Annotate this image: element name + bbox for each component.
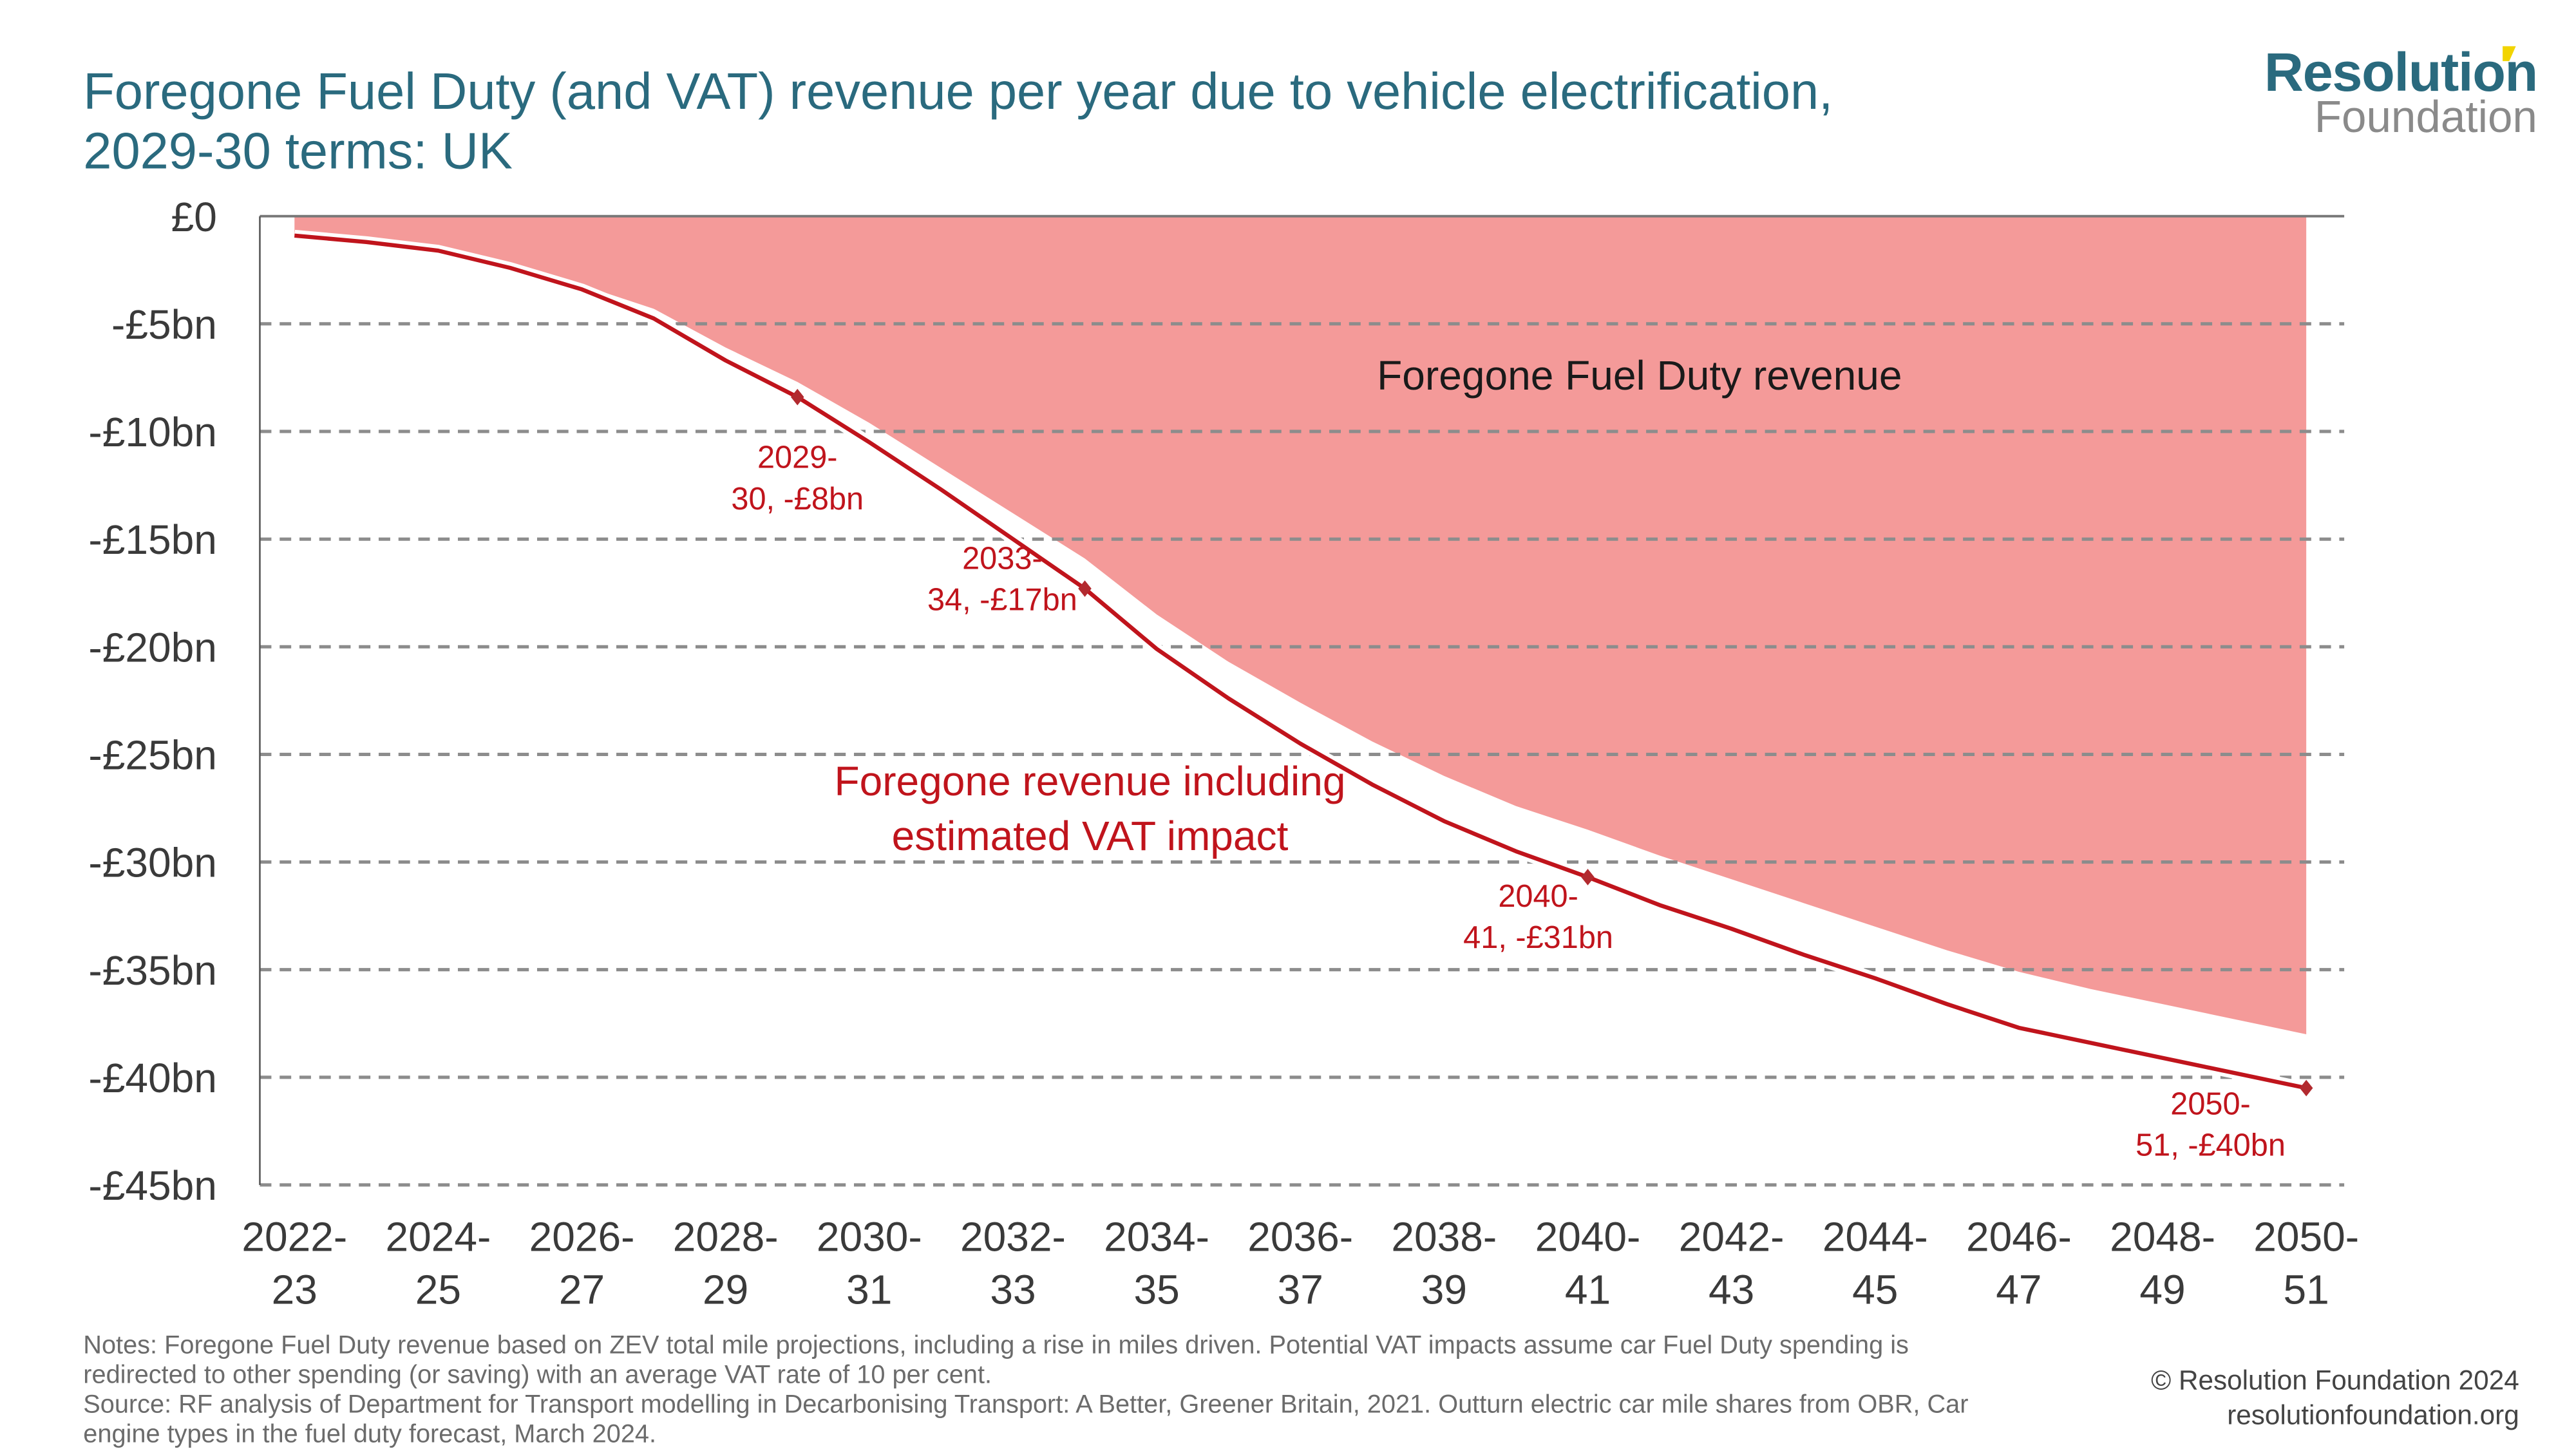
data-point-marker (2299, 1079, 2313, 1097)
x-tick-label: 2050- (2253, 1213, 2359, 1260)
series-label-incl-vat: Foregone revenue including (834, 758, 1345, 804)
line-foregone-revenue-incl-vat (294, 233, 2307, 1090)
website-link[interactable]: resolutionfoundation.org (2227, 1400, 2519, 1430)
x-tick-label: 39 (1421, 1266, 1467, 1312)
x-tick-label: 2044- (1823, 1213, 1928, 1260)
x-tick-label: 31 (846, 1266, 892, 1312)
data-label: 2050- (2170, 1087, 2251, 1122)
resolution-foundation-logo: Resolution Foundation (2264, 41, 2538, 142)
x-tick-label: 2036- (1247, 1213, 1353, 1260)
source-line-2: engine types in the fuel duty forecast, … (83, 1420, 656, 1448)
x-tick-label: 25 (415, 1266, 461, 1312)
x-tick-label: 2030- (817, 1213, 922, 1260)
x-tick-label: 2040- (1535, 1213, 1641, 1260)
x-tick-label: 35 (1133, 1266, 1179, 1312)
series-label-incl-vat: estimated VAT impact (892, 813, 1289, 859)
x-tick-label: 47 (1996, 1266, 2041, 1312)
x-tick-label: 2038- (1391, 1213, 1497, 1260)
y-tick-label: -£45bn (88, 1162, 216, 1209)
y-tick-label: -£25bn (88, 732, 216, 778)
plot-area: £0 -£5bn -£10bn -£15bn -£20bn -£25bn -£30bn -£3… (88, 194, 2359, 1313)
x-tick-label: 45 (1852, 1266, 1898, 1312)
x-tick-label: 43 (1709, 1266, 1754, 1312)
y-tick-label: -£20bn (88, 624, 216, 670)
x-tick-label: 2048- (2110, 1213, 2215, 1260)
x-tick-label: 2034- (1104, 1213, 1209, 1260)
x-tick-label: 2026- (529, 1213, 635, 1260)
x-tick-label: 2042- (1679, 1213, 1785, 1260)
logo-word-resolution: Resolution (2264, 41, 2537, 102)
x-tick-label: 2046- (1966, 1213, 2072, 1260)
data-label: 51, -£40bn (2136, 1128, 2286, 1163)
data-label: 2040- (1498, 879, 1578, 914)
source-line-1: Source: RF analysis of Department for Tr… (83, 1390, 1968, 1419)
y-tick-label: -£40bn (88, 1055, 216, 1101)
notes: Notes: Foregone Fuel Duty revenue based … (83, 1331, 1968, 1448)
area-foregone-fuel-duty (294, 216, 2307, 1034)
x-tick-label: 2032- (960, 1213, 1066, 1260)
y-tick-label: -£35bn (88, 947, 216, 994)
logo-accent-mark (2503, 46, 2516, 61)
y-tick-label: -£30bn (88, 840, 216, 886)
series-label-fuel-duty: Foregone Fuel Duty revenue (1377, 352, 1902, 399)
x-tick-label: 27 (559, 1266, 605, 1312)
y-tick-label: -£10bn (88, 409, 216, 455)
y-tick-label: -£15bn (88, 516, 216, 563)
x-tick-label: 51 (2284, 1266, 2329, 1312)
x-tick-label: 33 (990, 1266, 1036, 1312)
x-tick-label: 23 (272, 1266, 317, 1312)
note-line-2: redirected to other spending (or saving)… (83, 1360, 992, 1388)
chart-title-line-1: Foregone Fuel Duty (and VAT) revenue per… (83, 62, 1833, 120)
y-tick-label: -£5bn (111, 301, 217, 348)
data-label: 41, -£31bn (1463, 920, 1613, 955)
data-label: 2033- (962, 541, 1043, 576)
data-label: 2029- (757, 440, 838, 475)
note-line-1: Notes: Foregone Fuel Duty revenue based … (83, 1331, 1909, 1359)
x-tick-label: 37 (1278, 1266, 1323, 1312)
data-label: 30, -£8bn (731, 482, 864, 516)
copyright: © Resolution Foundation 2024 (2151, 1365, 2519, 1396)
x-tick-label: 2028- (673, 1213, 779, 1260)
x-tick-label: 29 (703, 1266, 748, 1312)
chart-title-line-2: 2029-30 terms: UK (83, 122, 513, 179)
x-tick-label: 2024- (386, 1213, 491, 1260)
x-tick-label: 41 (1565, 1266, 1611, 1312)
data-label: 34, -£17bn (927, 582, 1077, 617)
data-point-marker (1078, 580, 1092, 597)
logo-word-foundation: Foundation (2315, 91, 2537, 142)
x-tick-label: 2022- (242, 1213, 347, 1260)
x-tick-label: 49 (2139, 1266, 2185, 1312)
y-tick-label: £0 (171, 194, 217, 240)
